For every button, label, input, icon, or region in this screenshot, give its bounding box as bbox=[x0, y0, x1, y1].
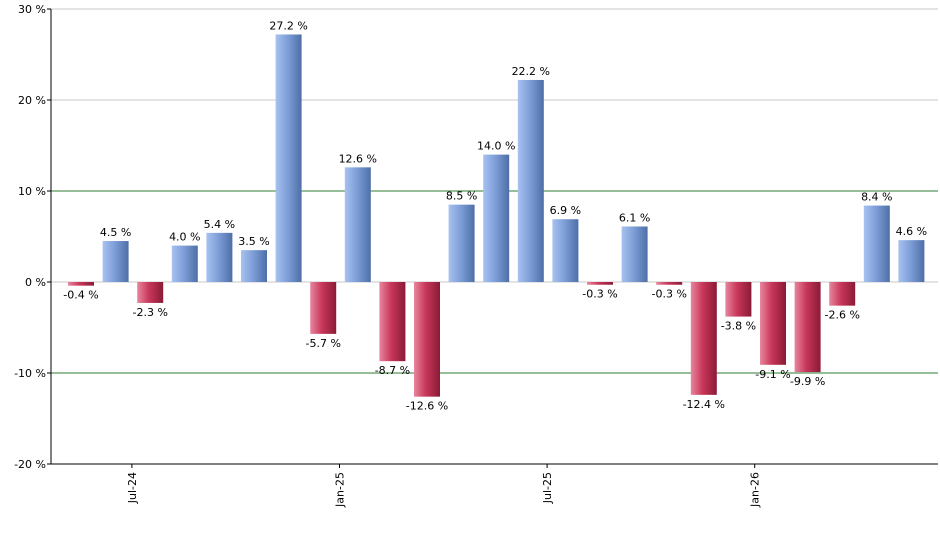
y-tick-label: 0 % bbox=[25, 276, 46, 289]
bar-value-label: -2.3 % bbox=[132, 306, 167, 319]
bar-value-label: -9.1 % bbox=[755, 368, 790, 381]
bar bbox=[379, 282, 406, 362]
bar-value-label: -0.3 % bbox=[651, 288, 686, 301]
x-tick-label: Jul-24 bbox=[126, 472, 139, 504]
bar-value-label: 27.2 % bbox=[269, 19, 307, 32]
bar bbox=[137, 282, 164, 303]
y-tick-label: -20 % bbox=[14, 458, 46, 471]
bar-value-label: 12.6 % bbox=[339, 152, 377, 165]
x-tick-label: Jan-26 bbox=[749, 472, 762, 508]
bar-value-label: 8.4 % bbox=[861, 191, 892, 204]
y-tick-label: -10 % bbox=[14, 367, 46, 380]
bar bbox=[621, 226, 648, 282]
data-labels: -0.4 % 4.5 % -2.3 % 4.0 % 5.4 %3.5 % 27.2 % -5… bbox=[63, 19, 927, 412]
y-tick-label: 20 % bbox=[18, 94, 46, 107]
bar bbox=[517, 79, 544, 282]
bar bbox=[898, 240, 925, 282]
bar-value-label: 3.5 % bbox=[238, 235, 269, 248]
bar-value-label: -0.4 % bbox=[63, 289, 98, 302]
bar-value-label: -12.6 % bbox=[406, 400, 448, 413]
bar bbox=[241, 250, 267, 282]
bar-value-label: -8.7 % bbox=[375, 364, 410, 377]
bar-value-label: -0.3 % bbox=[582, 288, 617, 301]
bar-value-label: 14.0 % bbox=[477, 140, 515, 153]
bar bbox=[829, 282, 856, 306]
x-tick-label: Jul-25 bbox=[541, 472, 554, 504]
bar-value-label: 5.4 % bbox=[204, 218, 235, 231]
bar-value-label: 6.9 % bbox=[550, 204, 581, 217]
bar bbox=[863, 205, 890, 282]
bar bbox=[310, 282, 337, 334]
bar bbox=[275, 34, 302, 283]
bar bbox=[656, 282, 683, 285]
bar bbox=[68, 282, 94, 286]
axes: 30 % 20 % 10 % 0 % -10 % -20 % Jul-24 Jan-25 Jul… bbox=[14, 3, 938, 508]
bars bbox=[68, 34, 925, 397]
bar bbox=[102, 241, 129, 282]
bar bbox=[171, 245, 198, 282]
y-tick-label: 30 % bbox=[18, 3, 46, 16]
bar-value-label: -5.7 % bbox=[305, 337, 340, 350]
y-tick-label: 10 % bbox=[18, 185, 46, 198]
bar bbox=[414, 282, 440, 397]
bar bbox=[206, 232, 233, 282]
bar-value-label: 4.6 % bbox=[896, 225, 927, 238]
bar bbox=[794, 282, 821, 373]
x-tick-label: Jan-25 bbox=[334, 472, 347, 508]
bar bbox=[760, 282, 786, 365]
bar bbox=[448, 204, 475, 282]
bar bbox=[725, 282, 752, 317]
bar bbox=[344, 167, 371, 282]
bar-value-label: 4.5 % bbox=[100, 226, 131, 239]
bar-value-label: 22.2 % bbox=[512, 65, 550, 78]
bar bbox=[483, 154, 510, 282]
bar-value-label: 8.5 % bbox=[446, 190, 477, 203]
bar bbox=[587, 282, 613, 285]
bar-value-label: -3.8 % bbox=[721, 320, 756, 333]
bar-value-label: -9.9 % bbox=[790, 375, 825, 388]
bar-value-label: 6.1 % bbox=[619, 211, 650, 224]
bar-value-label: 4.0 % bbox=[169, 231, 200, 244]
bar-value-label: -2.6 % bbox=[824, 309, 859, 322]
bar bbox=[690, 282, 717, 395]
bar-value-label: -12.4 % bbox=[683, 398, 725, 411]
bar bbox=[552, 219, 579, 282]
